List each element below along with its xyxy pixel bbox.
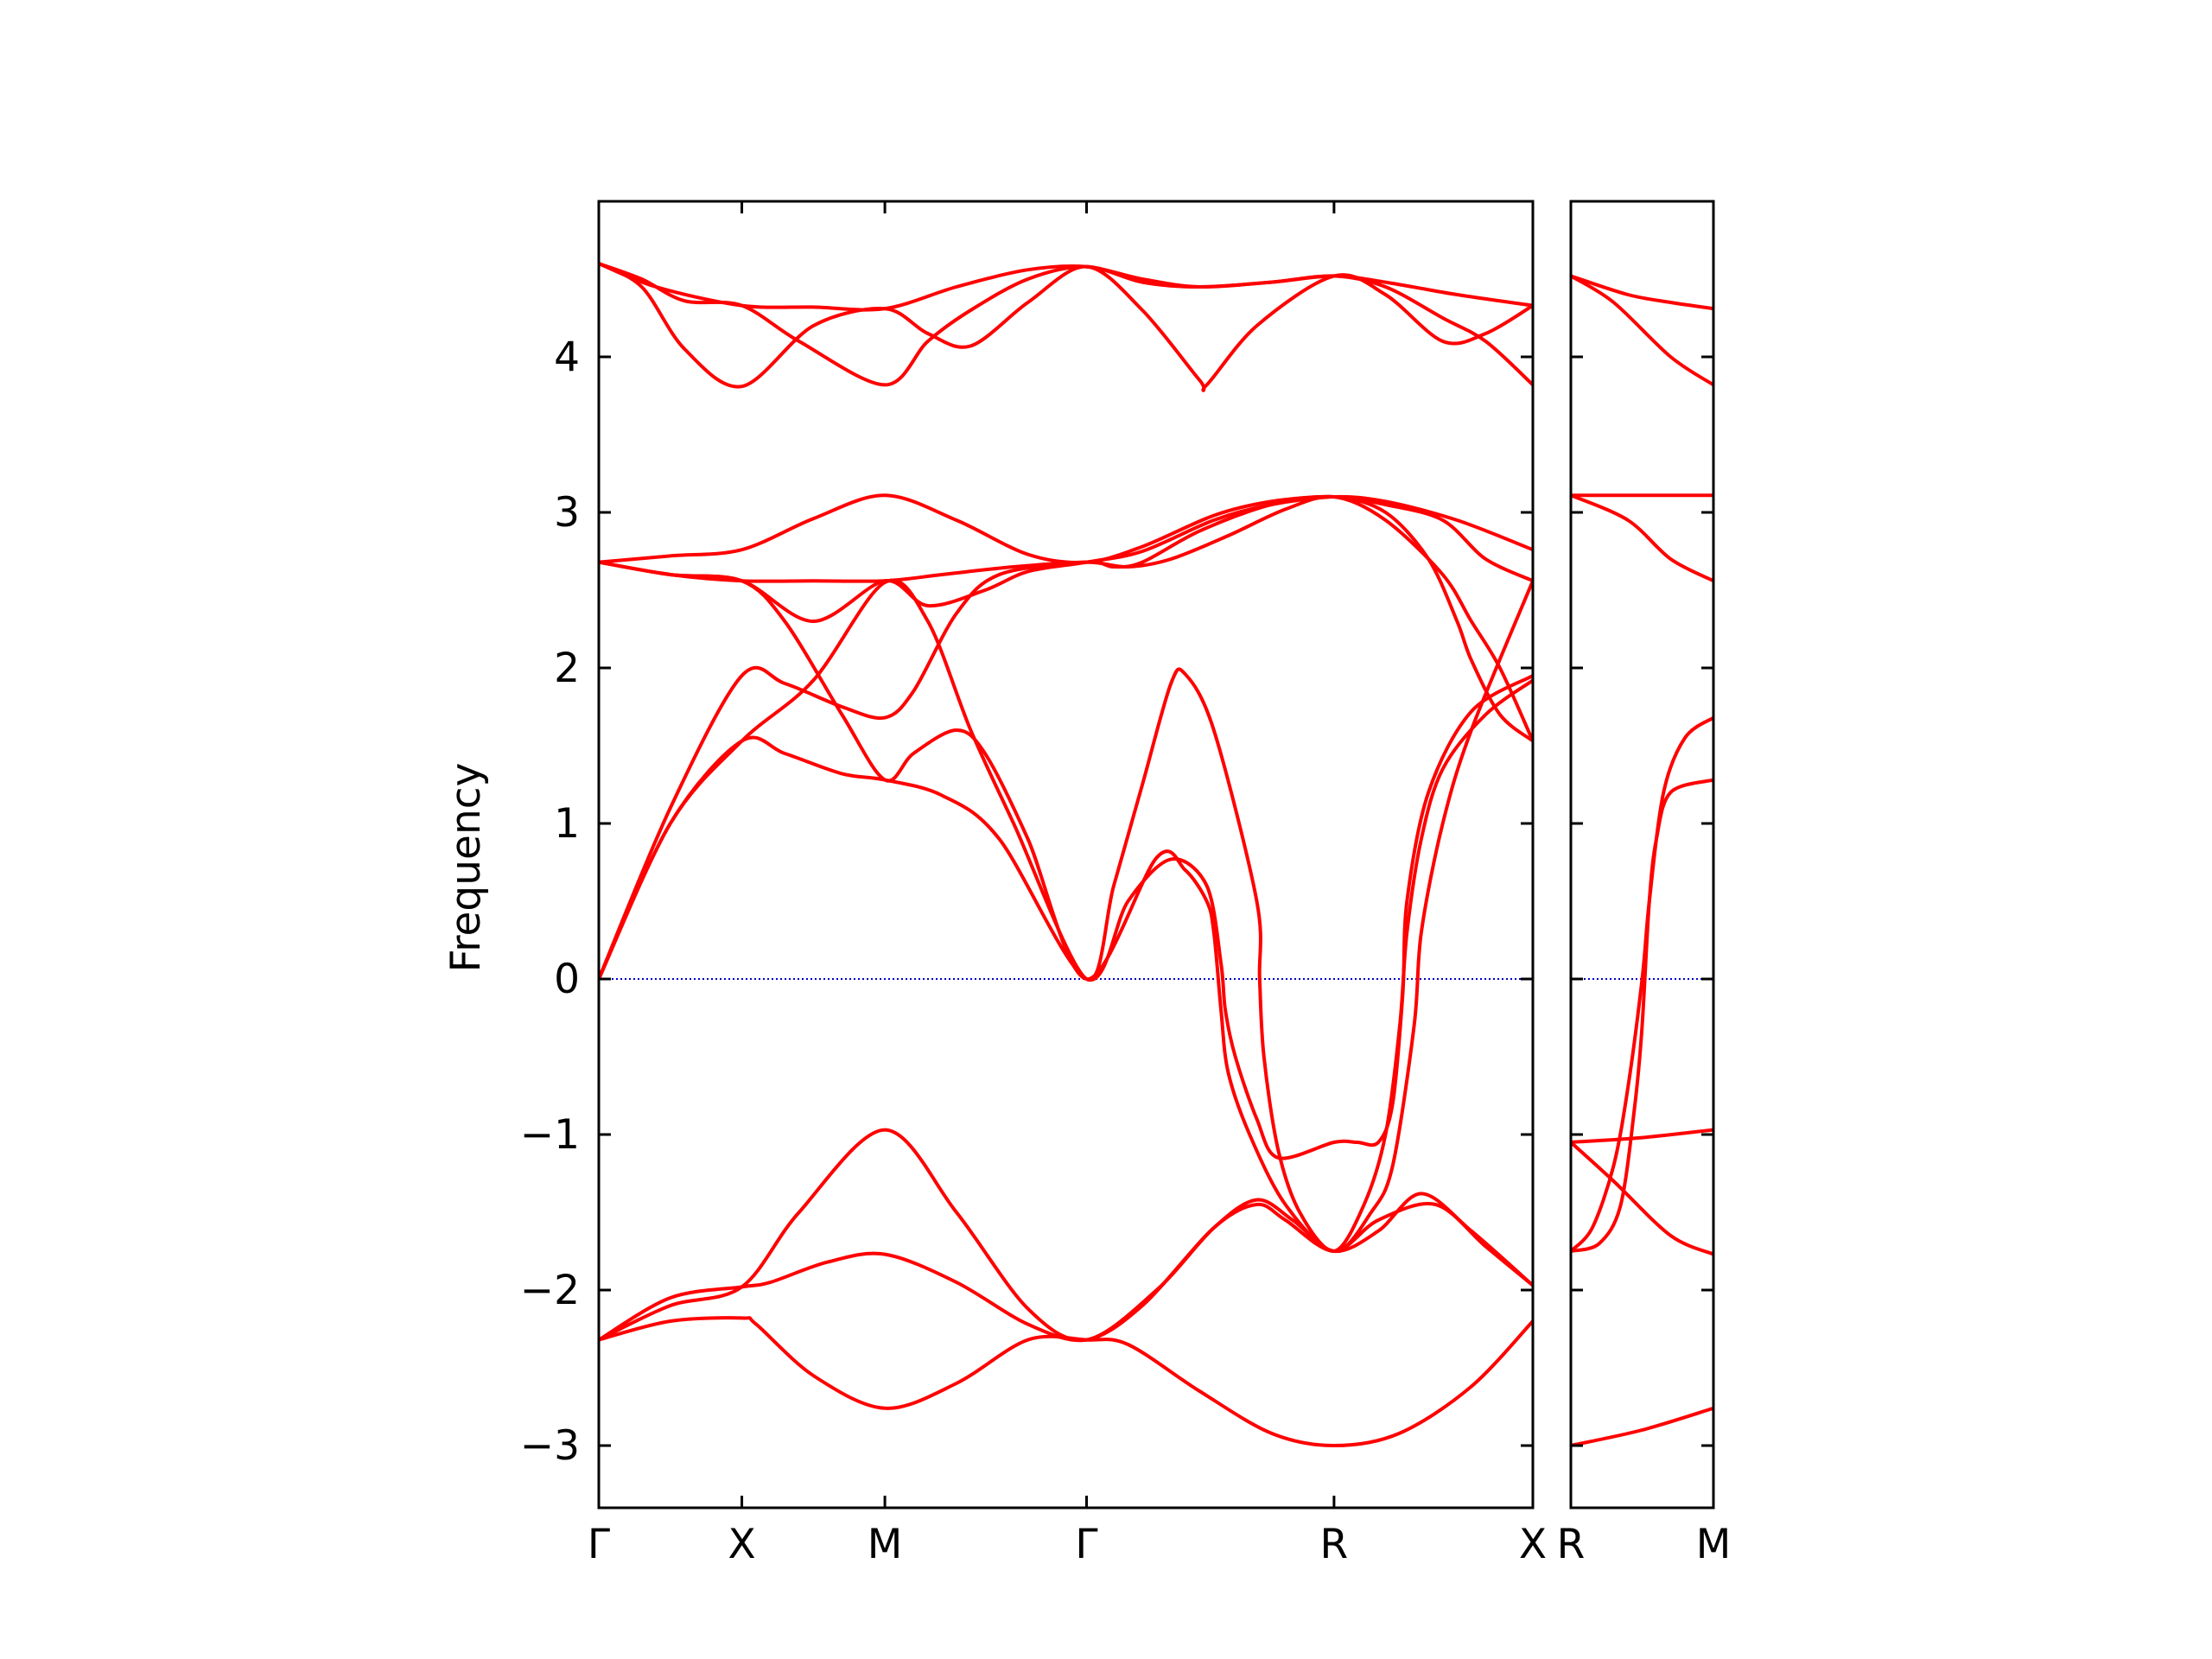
x-tick-label: Γ (1075, 1521, 1097, 1568)
main-band-9 (599, 494, 1533, 623)
y-tick-label: −2 (520, 1267, 580, 1314)
y-tick-label: 3 (554, 489, 580, 537)
main-band-7 (599, 494, 1533, 742)
y-tick-label: 2 (554, 645, 580, 692)
x-tick-label: Γ (588, 1521, 610, 1568)
y-tick-label: 1 (554, 800, 580, 848)
x-tick-label: X (1519, 1521, 1547, 1568)
main-band-2 (599, 1128, 1533, 1343)
y-axis-label: Frequency (442, 763, 490, 973)
side-band-6 (1571, 493, 1713, 582)
side-band-1 (1571, 1128, 1713, 1144)
y-tick-label: 0 (554, 956, 580, 1003)
main-band-1 (599, 1202, 1533, 1343)
x-tick-label: M (868, 1521, 903, 1568)
main-band-5 (599, 494, 1533, 980)
y-tick-label: −1 (520, 1111, 580, 1159)
main-band-6 (599, 560, 1533, 1253)
side-band-7 (1571, 274, 1713, 311)
main-band-12 (599, 262, 1533, 312)
main-panel: −3 −2 −1 0 1 2 3 4 Γ X M Γ R X (520, 200, 1547, 1568)
x-tick-label: X (728, 1521, 755, 1568)
side-band-2 (1571, 1141, 1713, 1256)
side-band-4 (1571, 715, 1713, 1253)
main-frame (597, 200, 1535, 1510)
side-band-8 (1571, 274, 1713, 387)
x-tick-label: R (1557, 1521, 1586, 1568)
x-tick-label: R (1320, 1521, 1349, 1568)
x-tick-label: M (1696, 1521, 1732, 1568)
side-frame (1569, 200, 1715, 1510)
side-band-3 (1571, 778, 1713, 1253)
y-tick-label: 4 (554, 334, 580, 381)
main-band-8 (599, 493, 1533, 583)
y-tick-label: −3 (520, 1422, 580, 1470)
side-band-0 (1571, 1406, 1713, 1447)
